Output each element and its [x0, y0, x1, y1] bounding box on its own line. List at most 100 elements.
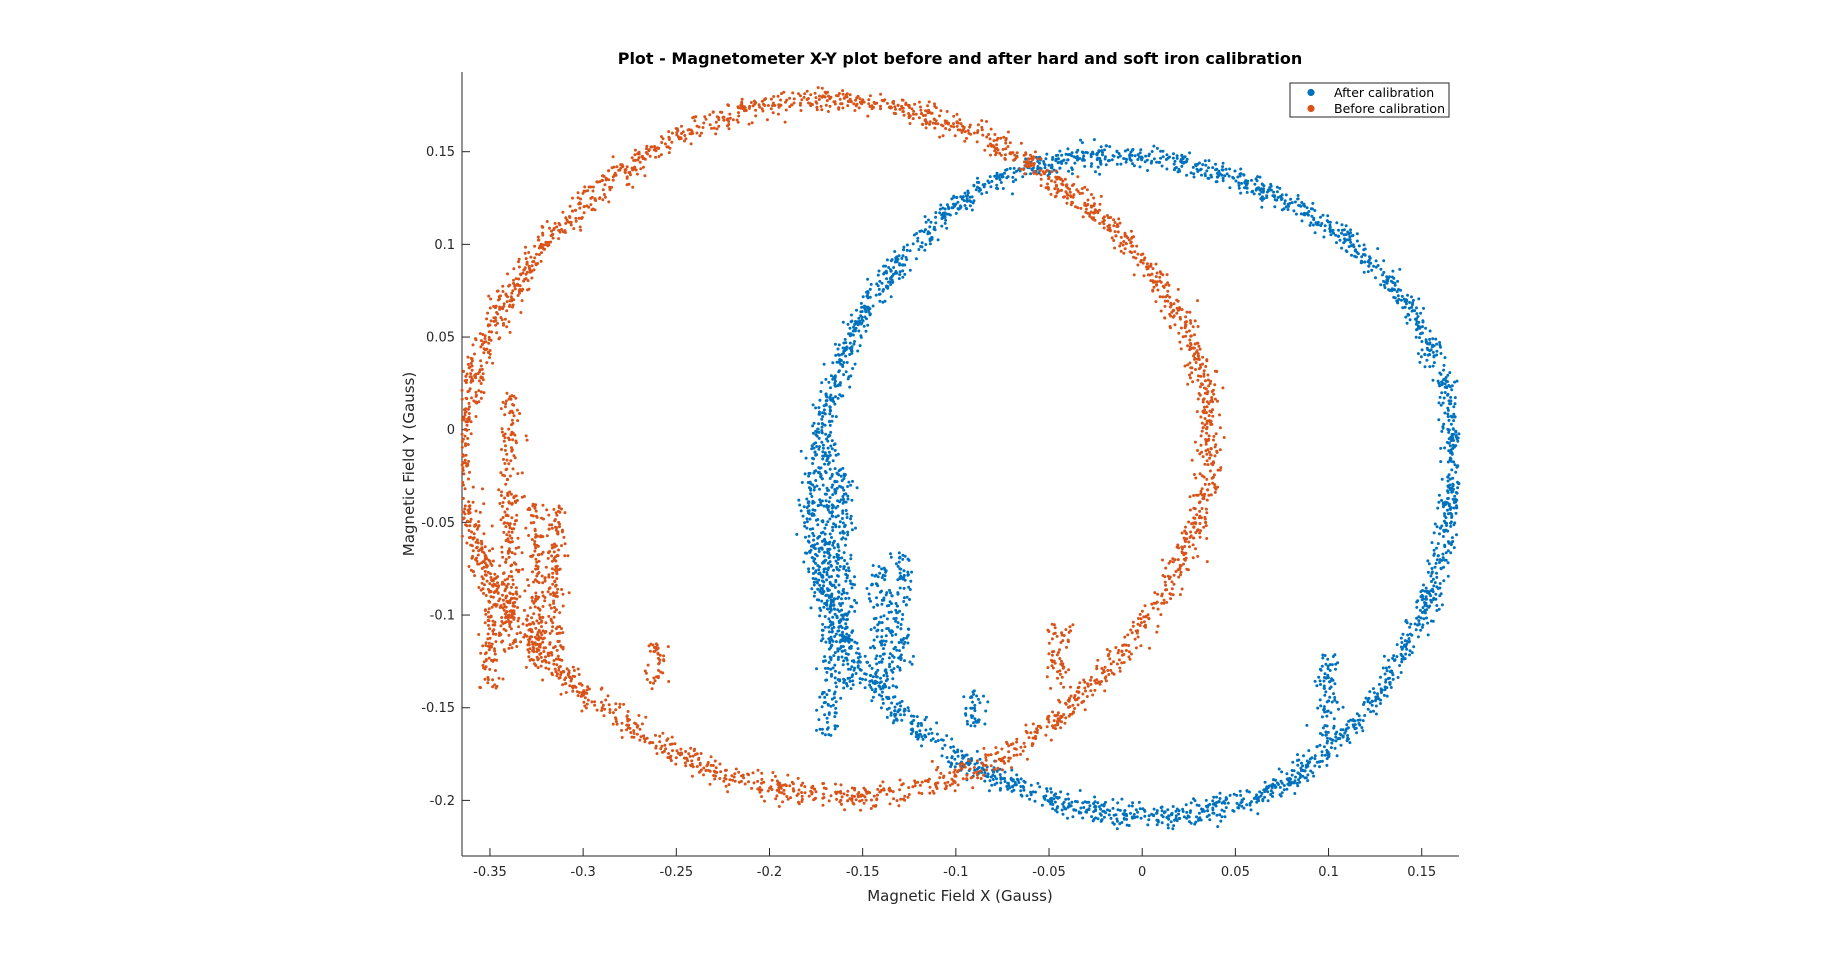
data-point — [1204, 798, 1208, 802]
data-point — [1177, 167, 1181, 171]
data-point — [843, 649, 847, 652]
data-point — [708, 113, 712, 117]
data-point — [1201, 455, 1205, 459]
data-point — [840, 802, 843, 806]
data-point — [1332, 692, 1335, 696]
data-point — [571, 209, 574, 213]
data-point — [485, 361, 489, 365]
data-point — [833, 342, 837, 346]
data-point — [1116, 230, 1120, 234]
data-point — [1136, 629, 1140, 633]
data-point — [823, 567, 827, 571]
data-point — [1150, 812, 1154, 816]
data-point — [1054, 169, 1058, 173]
data-point — [1221, 168, 1225, 172]
data-point — [823, 659, 827, 663]
data-point — [1108, 649, 1112, 653]
data-point — [1410, 651, 1414, 655]
data-point — [915, 232, 919, 235]
data-point — [858, 344, 862, 348]
data-point — [1136, 158, 1140, 161]
data-point — [507, 320, 511, 324]
data-point — [909, 732, 913, 736]
data-point — [1333, 696, 1337, 699]
data-point — [1168, 592, 1172, 596]
data-point — [771, 771, 775, 774]
data-point — [808, 527, 812, 531]
data-point — [1339, 728, 1343, 732]
data-point — [846, 533, 850, 537]
data-point — [1416, 315, 1420, 318]
data-point — [916, 724, 920, 728]
data-point — [963, 191, 967, 195]
data-point — [811, 544, 814, 547]
data-point — [871, 695, 875, 699]
data-point — [1435, 349, 1439, 353]
data-point — [659, 747, 663, 751]
data-point — [1134, 646, 1138, 650]
data-point — [692, 749, 696, 753]
data-point — [842, 565, 846, 569]
data-point — [820, 531, 823, 535]
data-point — [470, 530, 474, 534]
data-point — [834, 700, 838, 704]
data-point — [1443, 512, 1446, 516]
data-point — [1203, 174, 1207, 178]
data-point — [1049, 192, 1053, 196]
data-point — [1335, 730, 1339, 734]
data-point — [844, 370, 848, 374]
data-point — [1139, 816, 1143, 820]
data-point — [1204, 507, 1208, 511]
data-point — [1223, 174, 1227, 178]
data-point — [803, 785, 807, 789]
data-point — [568, 684, 572, 688]
data-point — [825, 716, 829, 720]
data-point — [976, 185, 979, 189]
data-point — [1199, 363, 1202, 367]
data-point — [1322, 707, 1326, 711]
data-point — [714, 132, 718, 136]
data-point — [1120, 661, 1124, 665]
data-point — [948, 783, 952, 787]
data-point — [833, 724, 837, 728]
data-point — [1166, 808, 1170, 812]
data-point — [1008, 756, 1012, 760]
data-point — [817, 550, 821, 553]
data-point — [836, 499, 840, 503]
data-point — [872, 794, 876, 798]
data-point — [908, 660, 912, 664]
data-point — [905, 248, 909, 252]
data-point — [1320, 664, 1324, 668]
data-point — [1415, 600, 1419, 604]
data-point — [1419, 616, 1423, 620]
data-point — [853, 583, 856, 587]
data-point — [1430, 570, 1434, 574]
data-point — [1125, 158, 1129, 161]
data-point — [1369, 710, 1373, 714]
data-point — [849, 557, 853, 561]
data-point — [830, 575, 833, 578]
data-point — [1431, 350, 1435, 354]
data-point — [912, 233, 916, 237]
data-point — [824, 403, 828, 407]
data-point — [1450, 436, 1453, 440]
data-point — [1395, 290, 1399, 294]
data-point — [527, 640, 531, 644]
data-point — [480, 343, 484, 346]
data-point — [1382, 654, 1386, 658]
data-point — [878, 292, 882, 296]
data-point — [1318, 679, 1322, 683]
data-point — [996, 766, 1000, 770]
data-point — [914, 257, 918, 261]
data-point — [771, 104, 774, 108]
data-point — [1321, 656, 1325, 660]
data-point — [834, 559, 838, 563]
data-point — [964, 194, 968, 198]
data-point — [1038, 785, 1042, 789]
data-point — [898, 263, 902, 267]
data-point — [785, 98, 789, 102]
data-point — [819, 639, 823, 643]
data-point — [1200, 173, 1203, 177]
data-point — [1326, 664, 1330, 668]
